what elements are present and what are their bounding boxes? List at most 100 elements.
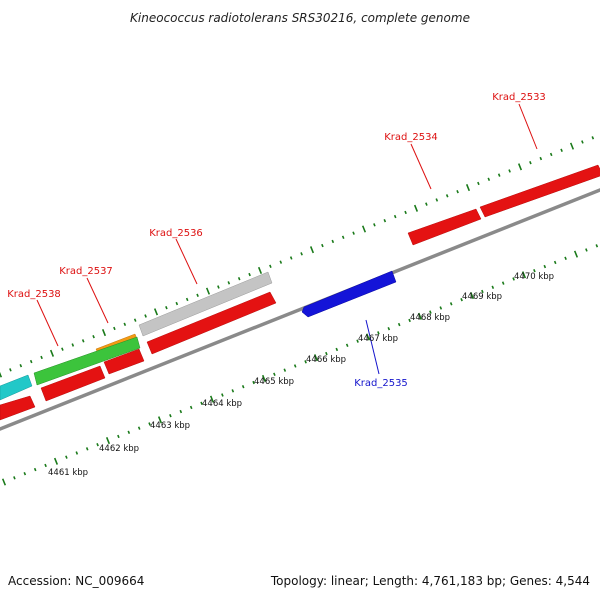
scale-tick: [13, 476, 16, 480]
scale-tick: [248, 272, 251, 277]
scale-tick: [0, 371, 3, 378]
scale-tick: [373, 223, 376, 227]
scale-tick: [221, 393, 224, 397]
scale-tick: [33, 467, 37, 472]
scale-tick: [539, 156, 543, 161]
scale-tick: [331, 239, 335, 244]
gene-label-krad-2537[interactable]: Krad_2537: [59, 266, 113, 277]
scale-tick: [465, 184, 471, 192]
scale-tick: [313, 354, 319, 362]
scale-tick: [413, 204, 419, 212]
scale-tick: [543, 264, 547, 269]
scale-tick: [533, 269, 536, 273]
scale-tick: [435, 198, 439, 202]
gene-block-krad-2535[interactable]: [301, 270, 397, 318]
scale-tick: [92, 335, 95, 339]
gene-track: [0, 164, 600, 421]
kbp-label: 4467 kbp: [358, 334, 398, 344]
scale-tick: [196, 293, 199, 297]
gene-block-krad-2534[interactable]: [407, 208, 482, 246]
kbp-scale-labels: 4461 kbp 4462 kbp 4463 kbp 4464 kbp 4465…: [48, 272, 554, 478]
scale-tick: [383, 219, 387, 223]
scale-tick: [96, 443, 99, 447]
scale-tick: [591, 136, 595, 140]
gene-block-red-upper[interactable]: [146, 291, 277, 355]
kbp-label: 4468 kbp: [410, 313, 450, 323]
scale-tick: [85, 447, 89, 451]
kbp-label: 4462 kbp: [99, 444, 139, 454]
scale-tick: [595, 244, 599, 248]
scale-tick: [361, 225, 367, 233]
scale-tick: [553, 260, 557, 265]
scale-tick: [487, 177, 491, 181]
gene-block-krad-2536[interactable]: [138, 271, 273, 337]
scale-tick: [237, 277, 241, 281]
scale-tick: [404, 210, 407, 215]
scale-tick: [75, 451, 79, 455]
gene-block-red-left[interactable]: [0, 395, 36, 421]
scale-tick: [469, 292, 475, 300]
gene-label-krad-2536[interactable]: Krad_2536: [149, 228, 203, 239]
gene-block-cyan[interactable]: [0, 374, 33, 401]
scale-tick: [227, 281, 231, 285]
kbp-label: 4470 kbp: [514, 272, 554, 282]
scale-tick: [200, 401, 203, 405]
scale-tick: [127, 430, 131, 434]
scale-tick: [133, 318, 137, 322]
gene-label-krad-2533[interactable]: Krad_2533: [492, 92, 546, 103]
scale-tick: [408, 318, 411, 323]
scale-tick: [304, 360, 307, 364]
gene-block-krad-2538[interactable]: [33, 336, 141, 386]
lower-tick-row: [1, 244, 599, 486]
callout-line-krad-2536: [175, 238, 198, 285]
scale-tick: [460, 298, 463, 302]
scale-tick: [179, 409, 183, 414]
kbp-label: 4461 kbp: [48, 468, 88, 478]
scale-tick: [352, 231, 355, 235]
gene-label-krad-2538[interactable]: Krad_2538: [7, 289, 61, 300]
scale-tick: [137, 426, 141, 430]
scale-tick: [425, 202, 428, 206]
scale-tick: [217, 285, 220, 289]
gene-block-red-small[interactable]: [103, 348, 145, 375]
scale-tick: [175, 301, 179, 306]
scale-tick: [157, 416, 163, 424]
scale-tick: [261, 374, 267, 382]
map-body: Krad_2533 Krad_2534 Krad_2535 Krad_2536 …: [0, 92, 600, 486]
scale-tick: [153, 308, 159, 316]
accession-text: Accession: NC_009664: [8, 574, 144, 588]
callouts: [36, 103, 538, 375]
scale-tick: [9, 368, 12, 372]
scale-tick: [148, 422, 151, 426]
scale-tick: [1, 478, 7, 486]
upper-tick-row: [0, 136, 595, 378]
gene-label-krad-2534[interactable]: Krad_2534: [384, 132, 438, 143]
scale-tick: [529, 161, 532, 165]
scale-tick: [517, 163, 523, 171]
scale-tick: [61, 347, 64, 351]
gene-label-krad-2535[interactable]: Krad_2535: [354, 378, 408, 389]
scale-tick: [273, 372, 276, 376]
scale-tick: [417, 312, 423, 320]
scale-tick: [257, 266, 263, 274]
scale-tick: [397, 322, 401, 327]
scale-tick: [19, 364, 23, 368]
callout-line-krad-2538: [36, 299, 59, 347]
gene-labels: Krad_2533 Krad_2534 Krad_2535 Krad_2536 …: [7, 92, 546, 389]
scale-tick: [321, 243, 324, 248]
scale-tick: [564, 256, 567, 260]
gene-block-krad-2533[interactable]: [479, 164, 600, 218]
scale-tick: [356, 339, 359, 343]
scale-tick: [165, 306, 168, 310]
callout-line-krad-2537: [86, 277, 109, 324]
map-title: Kineococcus radiotolerans SRS30216, comp…: [130, 11, 470, 25]
gene-block-red-mid[interactable]: [40, 365, 106, 402]
genome-info-text: Topology: linear; Length: 4,761,183 bp; …: [270, 574, 590, 588]
scale-tick: [252, 380, 255, 385]
scale-tick: [113, 326, 116, 331]
scale-tick: [560, 148, 563, 152]
scale-tick: [40, 355, 43, 360]
scale-tick: [283, 368, 287, 372]
scale-tick: [44, 463, 47, 468]
scale-tick: [573, 250, 579, 258]
